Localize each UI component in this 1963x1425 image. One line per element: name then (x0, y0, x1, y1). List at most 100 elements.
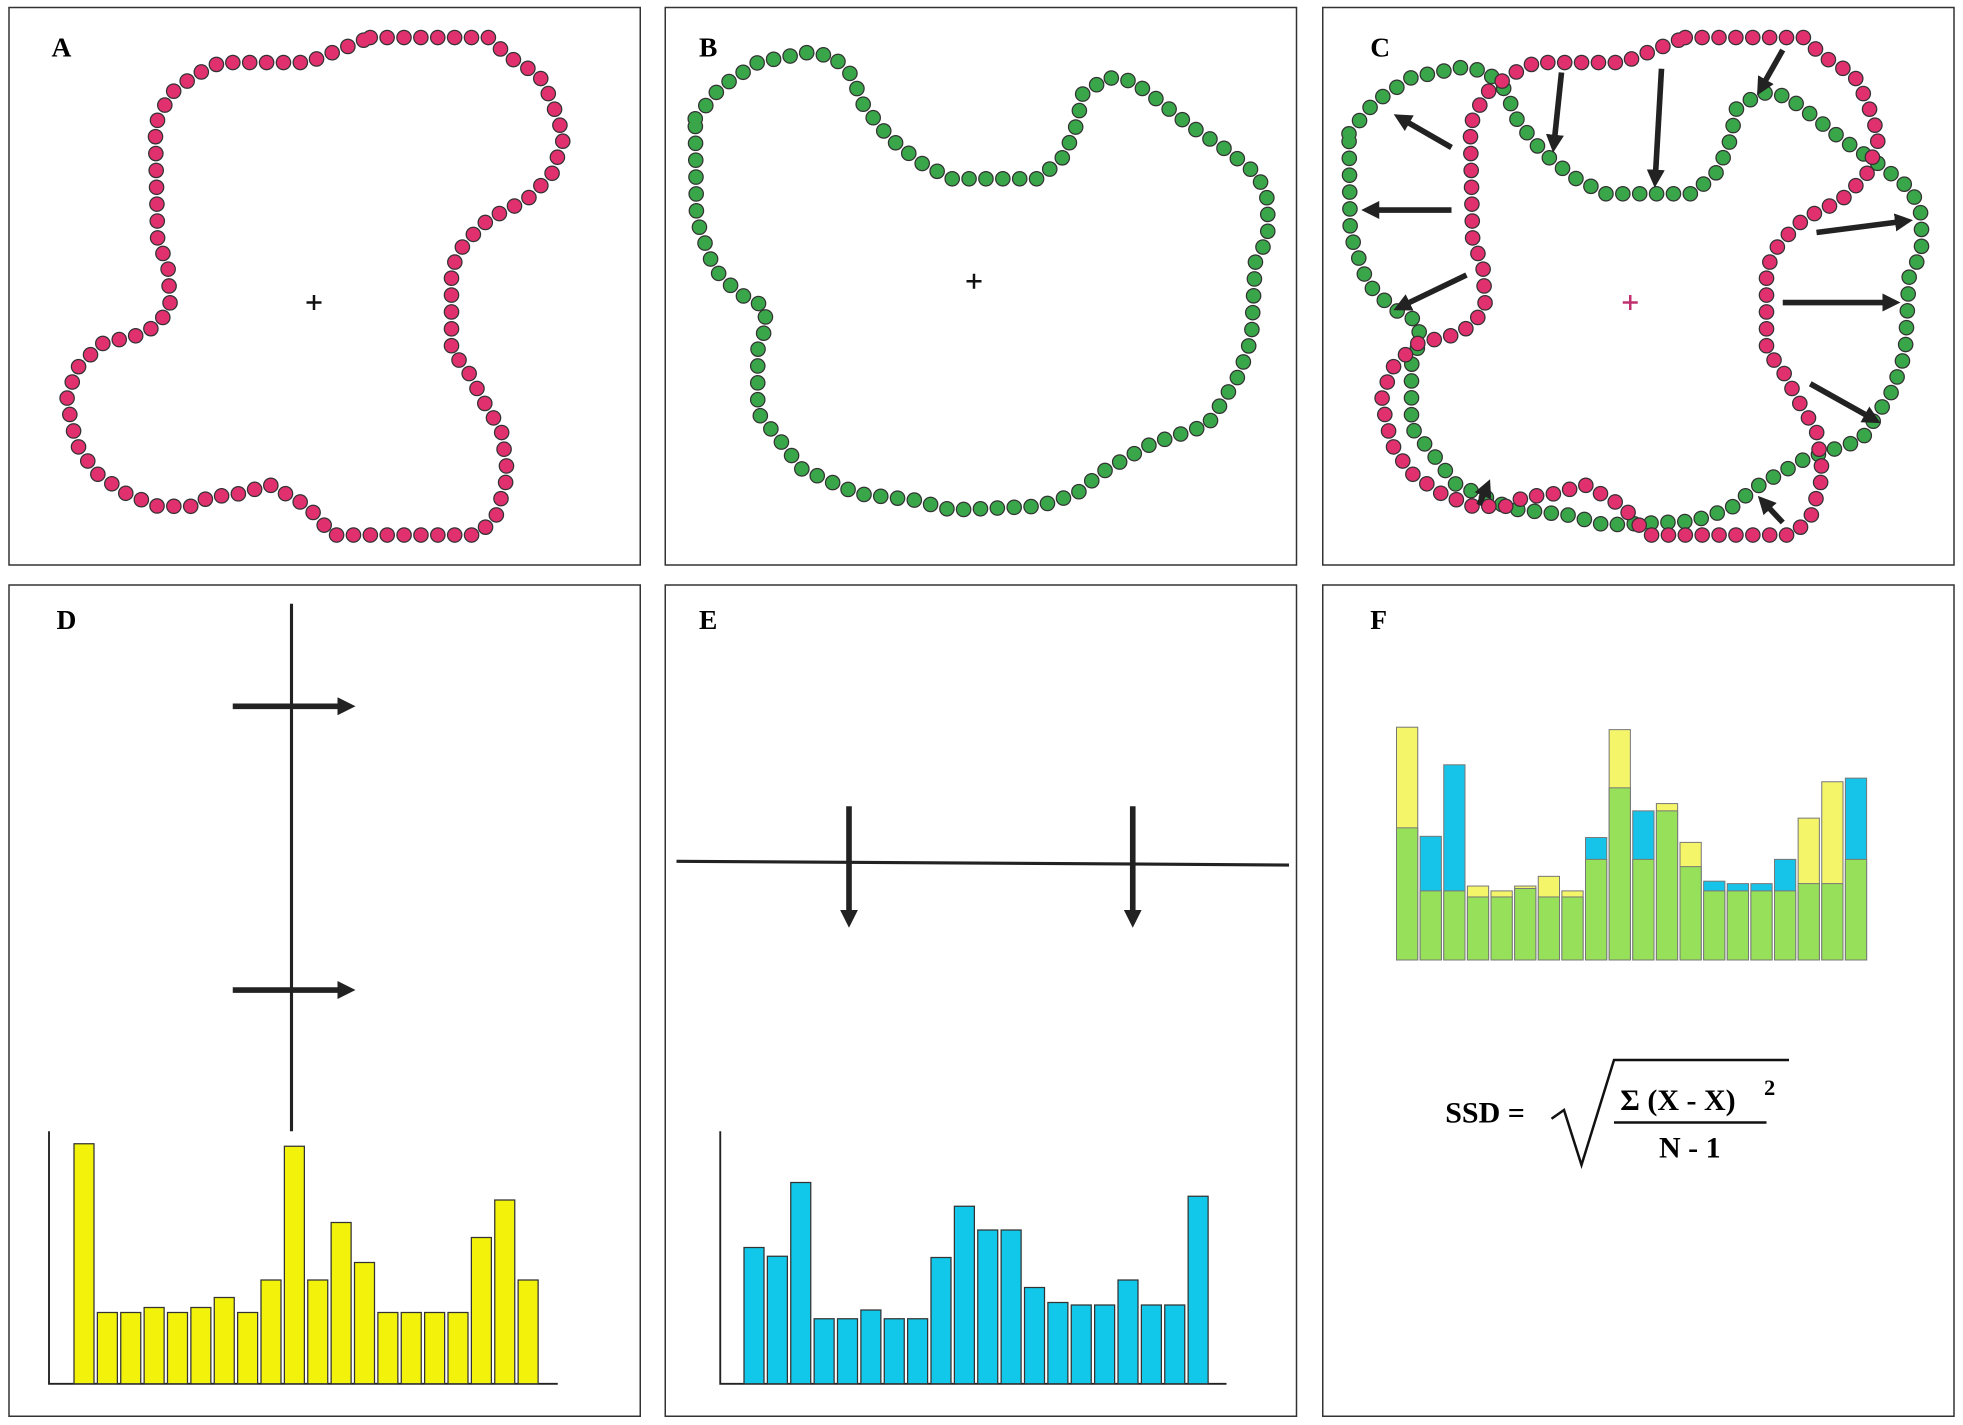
bar (1070, 1304, 1092, 1385)
bar (813, 1318, 835, 1385)
panel-labels: A B C D E F (52, 31, 1391, 635)
overlay-common (1537, 896, 1561, 961)
formula: SSD = Σ (X - X) 2 N - 1 (1445, 1058, 1789, 1170)
contour-dots (1374, 30, 1886, 542)
bar (447, 1311, 469, 1385)
bar (1187, 1195, 1209, 1385)
panel-label: C (1370, 31, 1390, 62)
bar (73, 1143, 95, 1385)
divider (676, 859, 1290, 867)
overlay-common (1797, 883, 1820, 961)
bar (743, 1246, 765, 1385)
bar (1164, 1304, 1186, 1385)
bar (517, 1279, 539, 1385)
overlay-common (1821, 883, 1844, 961)
arrow (1808, 381, 1881, 424)
contour-dots (59, 613, 557, 1111)
overlay-common (1584, 858, 1608, 961)
dotted-contour (59, 613, 557, 1111)
formula-exponent: 2 (1764, 1075, 1775, 1100)
contour-dots (695, 628, 1268, 1086)
panel-frames (8, 6, 1955, 1417)
arrow (1393, 114, 1453, 150)
contour-outline (59, 613, 557, 1111)
bar (377, 1311, 399, 1385)
bar (1094, 1304, 1116, 1385)
overlay-common (1750, 890, 1773, 961)
bar (953, 1205, 975, 1385)
panel-label: E (699, 604, 717, 635)
arrow (1474, 479, 1492, 507)
contour-outline (58, 29, 573, 543)
dotted-contour (59, 613, 557, 1111)
dotted-contour (1373, 29, 1888, 543)
overlay-common (1703, 890, 1726, 961)
bar (1047, 1301, 1069, 1385)
contour-outline (59, 613, 557, 1111)
bar (1117, 1279, 1139, 1385)
overlay-common (1632, 858, 1655, 961)
bar (766, 1255, 789, 1385)
bar (236, 1311, 259, 1385)
arrow (1757, 495, 1785, 525)
bar (860, 1309, 882, 1385)
overlay-common (1419, 890, 1442, 961)
arrow (1393, 272, 1468, 311)
contour-dots (695, 628, 1268, 1086)
root-sign (1550, 1058, 1789, 1170)
panel-label: D (57, 604, 77, 635)
formula-denominator: N - 1 (1659, 1132, 1721, 1165)
contour-dots (59, 613, 557, 1111)
overlay-common (1514, 887, 1537, 961)
bar (930, 1256, 952, 1385)
arrow (1816, 213, 1913, 236)
overlay-common (1466, 896, 1490, 961)
bar (190, 1306, 212, 1385)
bar (883, 1318, 905, 1385)
bar (120, 1311, 142, 1385)
overlay-common (1726, 890, 1749, 961)
centroid (306, 295, 322, 310)
bar (213, 1296, 235, 1385)
bar (424, 1311, 446, 1385)
bar (977, 1229, 999, 1385)
overlay-common (1396, 827, 1419, 961)
histograms (48, 726, 1868, 1385)
bar (96, 1311, 118, 1385)
bar (260, 1279, 282, 1385)
bar (790, 1181, 812, 1385)
bar (353, 1261, 376, 1385)
bar (1140, 1304, 1163, 1385)
dotted-contour (58, 29, 573, 543)
bar (1000, 1229, 1022, 1385)
bar (166, 1311, 189, 1385)
overlay-common (1490, 896, 1513, 961)
contour-outline (695, 628, 1268, 1086)
formula-lhs: SSD = (1445, 1097, 1525, 1130)
dotted-contour (695, 628, 1268, 1086)
contour-dots (688, 45, 1275, 517)
overlay-common (1561, 896, 1584, 961)
bar (307, 1279, 329, 1385)
overlay-common (1679, 866, 1702, 961)
arrow (1757, 48, 1786, 96)
contour-dots (1342, 60, 1929, 532)
formula-numerator: Σ (X - X) (1620, 1084, 1735, 1117)
overlay-common (1774, 890, 1797, 961)
dotted-contour (687, 44, 1276, 518)
bar (907, 1318, 929, 1385)
centroid (1622, 295, 1638, 310)
bar (494, 1199, 516, 1385)
bar (470, 1236, 492, 1385)
dotted-contour (695, 628, 1268, 1086)
arrow (1545, 72, 1565, 153)
bar (400, 1311, 422, 1385)
contours (58, 29, 1930, 1132)
bar (283, 1145, 306, 1385)
overlay-common (1844, 858, 1868, 961)
contour-dots (59, 30, 571, 542)
overlay-common (1443, 890, 1466, 961)
centroid (966, 273, 982, 289)
overlay-common (1608, 787, 1631, 961)
